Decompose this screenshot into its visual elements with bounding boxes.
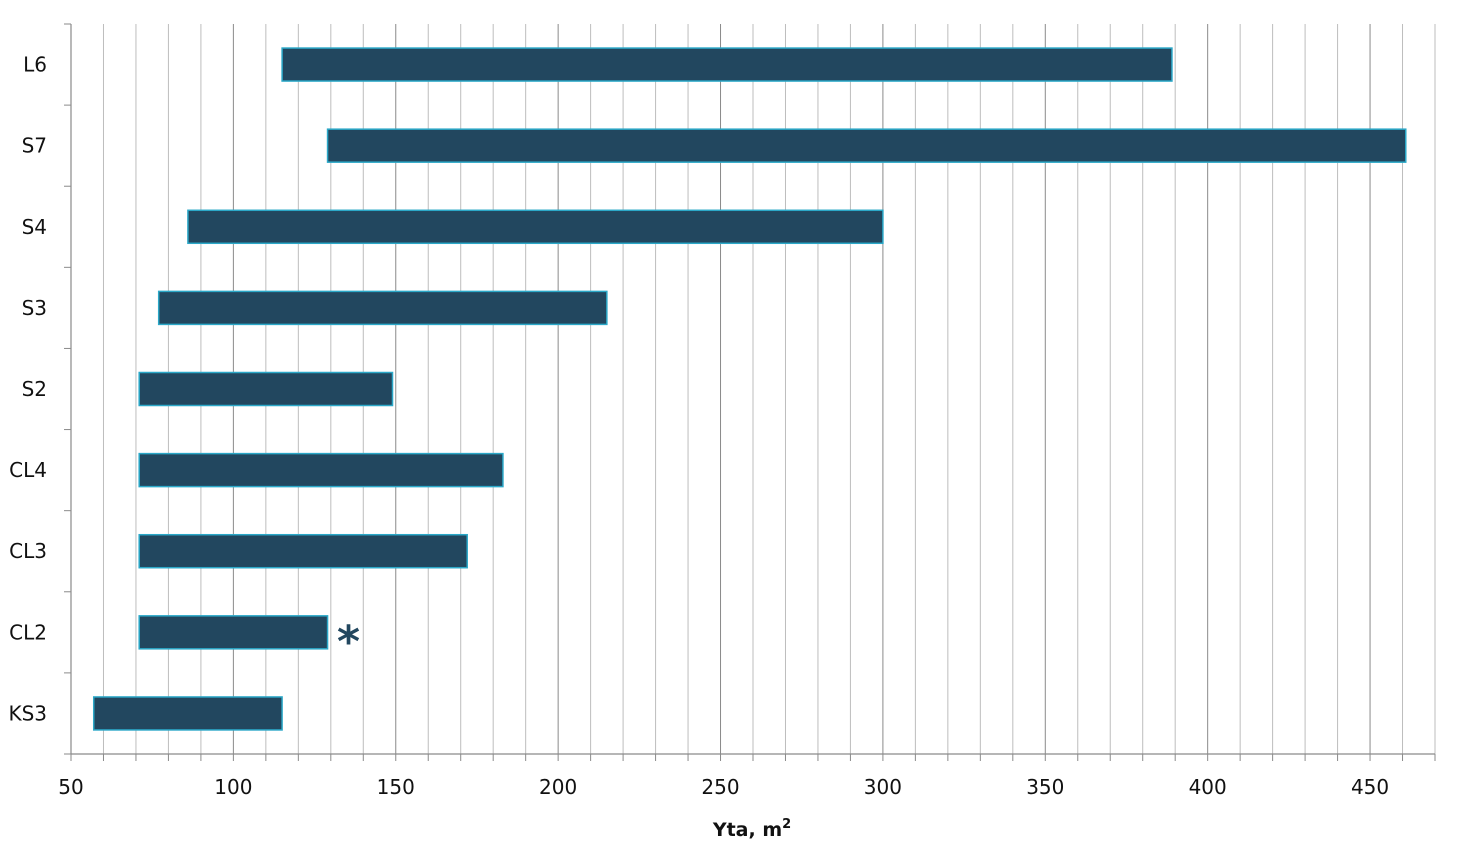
bar-CL4 (138, 452, 504, 488)
annotations: * (337, 616, 360, 667)
category-label-KS3: KS3 (8, 701, 47, 725)
x-tick-label-150: 150 (377, 775, 415, 799)
x-tick-label-250: 250 (701, 775, 739, 799)
bar-KS3 (92, 696, 283, 731)
x-tick-label-350: 350 (1026, 775, 1064, 799)
x-tick-label-100: 100 (214, 775, 252, 799)
bars (92, 47, 1407, 731)
x-tick-label-50: 50 (58, 775, 83, 799)
bar-S3 (157, 290, 608, 326)
bar-CL3 (138, 533, 468, 569)
bar-S7 (326, 128, 1407, 163)
category-labels: L6 S7 S4 S3 S2 CL4 CL3 CL2 KS3 (8, 53, 47, 726)
annotation-asterisk: * (337, 616, 360, 667)
x-tick-labels: 50 100 150 200 250 300 350 400 450 (58, 775, 1389, 799)
bar-S2 (138, 371, 394, 407)
category-label-S4: S4 (22, 215, 47, 239)
x-axis-label-text: Yta, m (712, 819, 782, 841)
x-tick-label-450: 450 (1351, 775, 1389, 799)
x-axis-label-superscript: 2 (782, 817, 791, 832)
category-label-S7: S7 (22, 134, 47, 158)
bar-S4 (187, 209, 884, 245)
category-label-S2: S2 (22, 377, 47, 401)
x-tick-label-200: 200 (539, 775, 577, 799)
bar-L6 (281, 47, 1173, 82)
axes (64, 23, 1436, 761)
category-label-L6: L6 (23, 53, 47, 77)
category-label-CL3: CL3 (9, 539, 47, 563)
category-label-CL2: CL2 (9, 620, 47, 644)
bar-CL2 (138, 615, 329, 650)
category-label-CL4: CL4 (9, 458, 47, 482)
x-tick-label-300: 300 (864, 775, 902, 799)
x-tick-label-400: 400 (1189, 775, 1227, 799)
category-label-S3: S3 (22, 296, 47, 320)
x-axis-label: Yta, m2 (712, 817, 791, 841)
